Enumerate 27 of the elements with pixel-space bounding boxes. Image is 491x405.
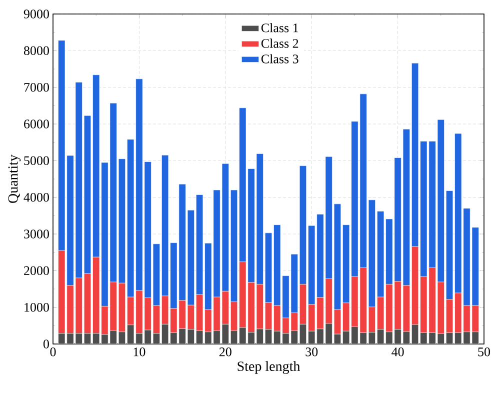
bar — [282, 333, 290, 344]
y-tick-label: 1000 — [24, 302, 49, 312]
y-tick-label: 7000 — [24, 82, 49, 92]
x-tick-label: 20 — [219, 348, 232, 356]
bar — [248, 332, 255, 344]
y-tick-label: 9000 — [24, 10, 49, 18]
y-tick-label: 0 — [43, 340, 49, 348]
y-axis-title: Quantity — [8, 154, 21, 203]
bar — [213, 330, 220, 344]
y-tick-label: 6000 — [24, 120, 49, 128]
legend-label: Class 2 — [261, 38, 298, 48]
legend-label: Class 1 — [261, 23, 298, 32]
y-tick-label: 8000 — [24, 46, 49, 56]
x-tick-label: 50 — [478, 348, 490, 356]
y-tick-label: 5000 — [24, 156, 49, 166]
x-tick-label: 10 — [134, 348, 146, 356]
x-tick-label: 40 — [392, 348, 404, 356]
x-axis-title: Step length — [238, 361, 300, 374]
y-tick-label: 2000 — [24, 266, 49, 276]
bar — [463, 332, 470, 344]
legend-label: Class 3 — [261, 54, 298, 64]
bar — [316, 328, 324, 344]
x-tick-label: 30 — [306, 348, 318, 356]
y-tick-label: 3000 — [24, 230, 49, 238]
x-tick-label: 0 — [50, 348, 56, 356]
y-tick-label: 4000 — [24, 192, 49, 202]
bar — [66, 333, 74, 344]
